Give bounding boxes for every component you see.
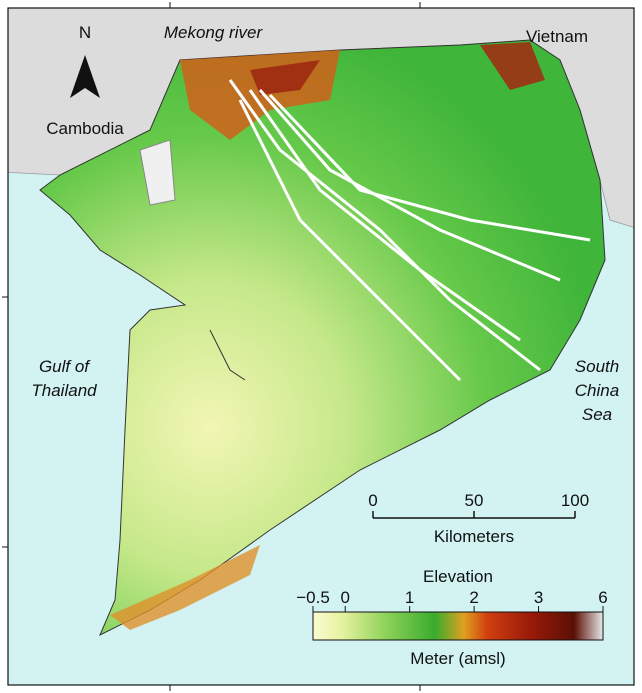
place-label: Sea xyxy=(582,405,612,424)
frame xyxy=(7,7,635,686)
scale-unit: Kilometers xyxy=(434,527,514,546)
scale-tick-label: 0 xyxy=(368,491,377,510)
colorbar xyxy=(312,611,604,641)
scale-bar: 0 50 100 Kilometers xyxy=(368,491,589,546)
frame-ticks xyxy=(2,2,421,691)
rivers xyxy=(228,79,591,382)
north-label: N xyxy=(79,23,91,42)
legend-unit: Meter (amsl) xyxy=(410,649,505,668)
place-label: China xyxy=(575,381,619,400)
hills xyxy=(139,139,176,206)
colorbar-tick-label: 1 xyxy=(405,588,414,607)
place-label: Mekong river xyxy=(164,23,264,42)
legend-title: Elevation xyxy=(423,567,493,586)
place-label: Cambodia xyxy=(46,119,124,138)
place-label: Thailand xyxy=(31,381,97,400)
highland xyxy=(480,42,545,90)
delta xyxy=(39,39,606,637)
scale-tick-label: 50 xyxy=(465,491,484,510)
coast-ridge xyxy=(110,545,260,630)
canal xyxy=(209,329,246,381)
colorbar-tick-label: 2 xyxy=(469,588,478,607)
colorbar-tick-label: 0 xyxy=(340,588,349,607)
scale-tick-label: 100 xyxy=(561,491,589,510)
colorbar-tick-label: 6 xyxy=(598,588,607,607)
north-arrow xyxy=(70,55,100,98)
legend: Elevation Meter (amsl) −0.5 0 1 2 3 6 xyxy=(296,567,608,668)
colorbar-tick-label: 3 xyxy=(534,588,543,607)
place-label: Vietnam xyxy=(526,27,588,46)
colorbar-tick-label: −0.5 xyxy=(296,588,330,607)
place-label: Gulf of xyxy=(39,357,91,376)
place-label: South xyxy=(575,357,619,376)
highland xyxy=(250,60,320,95)
